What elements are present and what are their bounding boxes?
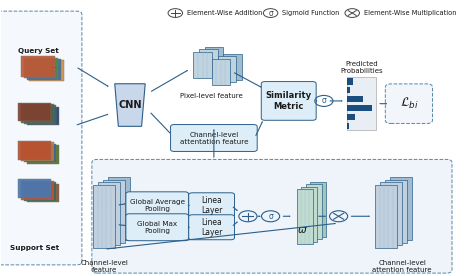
Polygon shape <box>115 84 145 126</box>
Text: Similarity
Metric: Similarity Metric <box>265 91 312 111</box>
FancyBboxPatch shape <box>18 103 51 121</box>
FancyBboxPatch shape <box>375 185 397 248</box>
Text: $\varpi$: $\varpi$ <box>297 225 308 235</box>
Text: Global Average
Pooling: Global Average Pooling <box>129 199 185 212</box>
FancyBboxPatch shape <box>346 96 363 102</box>
FancyBboxPatch shape <box>310 182 326 237</box>
FancyBboxPatch shape <box>27 107 59 125</box>
Text: Predicted
Probabilities: Predicted Probabilities <box>340 61 383 74</box>
FancyBboxPatch shape <box>171 124 257 152</box>
FancyBboxPatch shape <box>223 54 242 80</box>
FancyBboxPatch shape <box>108 177 130 240</box>
Text: Global Max
Pooling: Global Max Pooling <box>137 221 177 234</box>
FancyBboxPatch shape <box>390 177 412 240</box>
FancyBboxPatch shape <box>0 11 82 265</box>
Text: Element-Wise Addition: Element-Wise Addition <box>187 10 262 16</box>
Text: σ: σ <box>268 9 273 18</box>
FancyBboxPatch shape <box>29 60 64 81</box>
FancyBboxPatch shape <box>189 193 235 218</box>
FancyBboxPatch shape <box>27 59 61 80</box>
Text: Sigmoid Function: Sigmoid Function <box>282 10 339 16</box>
FancyBboxPatch shape <box>21 181 54 200</box>
FancyBboxPatch shape <box>24 105 56 124</box>
FancyBboxPatch shape <box>18 179 51 198</box>
Text: σ: σ <box>268 212 273 221</box>
FancyBboxPatch shape <box>385 84 432 123</box>
FancyBboxPatch shape <box>385 180 407 243</box>
FancyBboxPatch shape <box>27 184 59 202</box>
FancyBboxPatch shape <box>346 114 356 120</box>
FancyBboxPatch shape <box>346 123 349 129</box>
Text: Linea
Layer: Linea Layer <box>201 196 222 215</box>
FancyBboxPatch shape <box>346 78 353 84</box>
FancyBboxPatch shape <box>24 182 56 201</box>
FancyBboxPatch shape <box>92 160 452 273</box>
Text: Support Set: Support Set <box>10 245 59 251</box>
Text: Pixel-level feature: Pixel-level feature <box>180 93 243 99</box>
FancyBboxPatch shape <box>103 180 125 243</box>
FancyBboxPatch shape <box>306 184 321 239</box>
FancyBboxPatch shape <box>380 182 402 245</box>
FancyBboxPatch shape <box>301 187 317 242</box>
FancyBboxPatch shape <box>218 56 236 83</box>
FancyBboxPatch shape <box>24 58 58 78</box>
Text: CNN: CNN <box>118 100 142 110</box>
FancyBboxPatch shape <box>297 189 312 244</box>
Text: ···: ··· <box>51 63 60 73</box>
FancyBboxPatch shape <box>193 52 211 78</box>
Text: Channel-level
feature: Channel-level feature <box>80 259 128 273</box>
FancyBboxPatch shape <box>21 56 55 77</box>
Text: Element-Wise Multiplication: Element-Wise Multiplication <box>364 10 456 16</box>
Text: Channel-level
attentation feature: Channel-level attentation feature <box>180 131 248 145</box>
FancyBboxPatch shape <box>93 185 115 248</box>
FancyBboxPatch shape <box>346 77 376 131</box>
FancyBboxPatch shape <box>346 87 350 94</box>
FancyBboxPatch shape <box>27 145 59 164</box>
FancyBboxPatch shape <box>18 141 51 160</box>
FancyBboxPatch shape <box>126 192 189 219</box>
FancyBboxPatch shape <box>200 49 218 76</box>
FancyBboxPatch shape <box>21 104 54 123</box>
Text: Channel-level
attention feature: Channel-level attention feature <box>373 259 432 273</box>
FancyBboxPatch shape <box>24 144 56 163</box>
FancyBboxPatch shape <box>126 214 189 241</box>
FancyBboxPatch shape <box>189 215 235 240</box>
FancyBboxPatch shape <box>261 82 316 120</box>
FancyBboxPatch shape <box>211 59 230 85</box>
FancyBboxPatch shape <box>21 142 54 161</box>
FancyBboxPatch shape <box>346 105 373 111</box>
Text: σ: σ <box>321 96 326 105</box>
FancyBboxPatch shape <box>98 182 120 245</box>
Text: Linea
Layer: Linea Layer <box>201 217 222 237</box>
Text: $\mathcal{L}_{bi}$: $\mathcal{L}_{bi}$ <box>400 96 418 111</box>
Text: Query Set: Query Set <box>18 48 59 54</box>
FancyBboxPatch shape <box>205 47 223 73</box>
